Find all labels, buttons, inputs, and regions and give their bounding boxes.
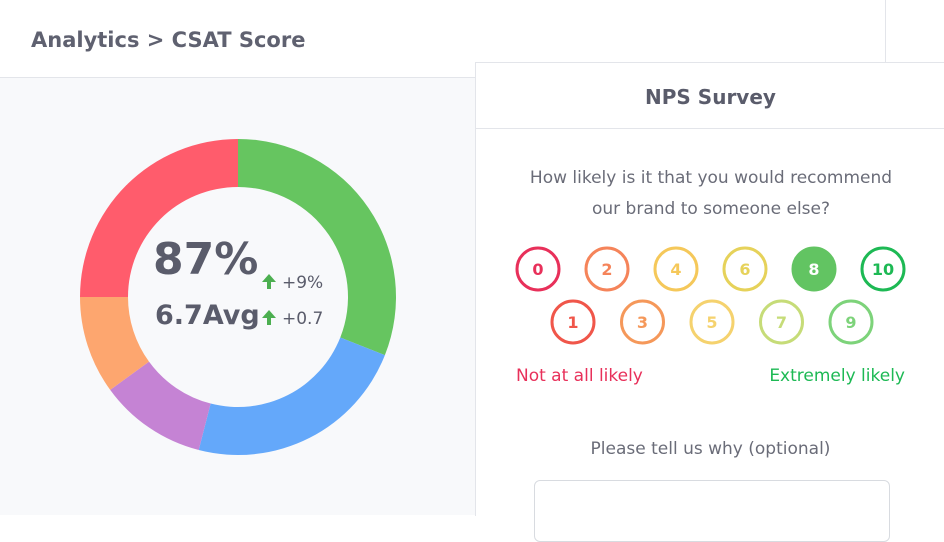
- rating-label: 5: [706, 313, 717, 332]
- up-arrow: [262, 274, 276, 289]
- low-label: Not at all likely: [516, 366, 643, 386]
- rating-circle: [653, 246, 699, 292]
- rating-option[interactable]: 10: [860, 246, 906, 292]
- survey-panel: NPS Survey How likely is it that you wou…: [475, 62, 944, 542]
- rating-label: 0: [532, 260, 543, 279]
- rating-circle: [722, 246, 768, 292]
- chart: 87% +9% 6.7Avg +0.7: [80, 139, 397, 455]
- rating-option[interactable]: 9: [828, 299, 874, 345]
- rating-circle: [550, 299, 596, 345]
- rating-label: 7: [776, 313, 787, 332]
- rating-option[interactable]: 6: [722, 246, 768, 292]
- comment-prompt: Please tell us why (optional): [590, 439, 831, 459]
- rating-option[interactable]: 7: [759, 299, 804, 345]
- rating-option[interactable]: 8: [791, 246, 837, 292]
- rating-label: 3: [637, 313, 648, 332]
- rating-circle: [584, 246, 630, 292]
- rating-circle: [620, 299, 665, 345]
- rating-label: 9: [845, 313, 856, 332]
- breadcrumb[interactable]: Analytics > CSAT Score: [31, 28, 306, 52]
- rating-label: 8: [808, 260, 819, 279]
- rating-label: 10: [872, 260, 894, 279]
- divider: [885, 0, 886, 62]
- survey-title: NPS Survey: [476, 63, 944, 129]
- rating-circle: [515, 246, 561, 292]
- donut-segment: [80, 297, 150, 390]
- average-change: +0.7: [282, 309, 323, 329]
- up-arrow: [262, 310, 276, 325]
- donut-segment: [238, 139, 397, 356]
- average: 6.7Avg: [155, 300, 260, 331]
- score-change: +9%: [282, 273, 323, 293]
- rating-circle: [689, 299, 735, 345]
- rating-option[interactable]: 2: [584, 246, 630, 292]
- rating-label: 4: [670, 260, 681, 279]
- rating-circle: [860, 246, 906, 292]
- high-label: Extremely likely: [769, 366, 905, 386]
- comment-input[interactable]: [534, 480, 890, 542]
- rating-circle: [759, 299, 804, 345]
- rating-label: 1: [567, 313, 578, 332]
- chart-panel: 87% +9% 6.7Avg +0.7: [0, 78, 475, 515]
- rating-option[interactable]: 0: [515, 246, 561, 292]
- rating-scale: 0 1 2 3 4 5 6 7 8 9 10: [515, 246, 906, 345]
- rating-circle: [791, 246, 837, 292]
- donut-segment: [110, 361, 211, 451]
- rating-option[interactable]: 3: [620, 299, 665, 345]
- rating-option[interactable]: 5: [689, 299, 735, 345]
- donut-segment: [80, 139, 238, 297]
- score: 87%: [153, 234, 258, 285]
- rating-option[interactable]: 1: [550, 299, 596, 345]
- rating-option[interactable]: 4: [653, 246, 699, 292]
- donut-segment: [198, 337, 385, 455]
- rating-circle: [828, 299, 874, 345]
- question: How likely is it that you would recommen…: [529, 168, 893, 219]
- rating-label: 6: [739, 260, 750, 279]
- rating-label: 2: [601, 260, 612, 279]
- top-bar: Analytics > CSAT Score: [0, 0, 475, 78]
